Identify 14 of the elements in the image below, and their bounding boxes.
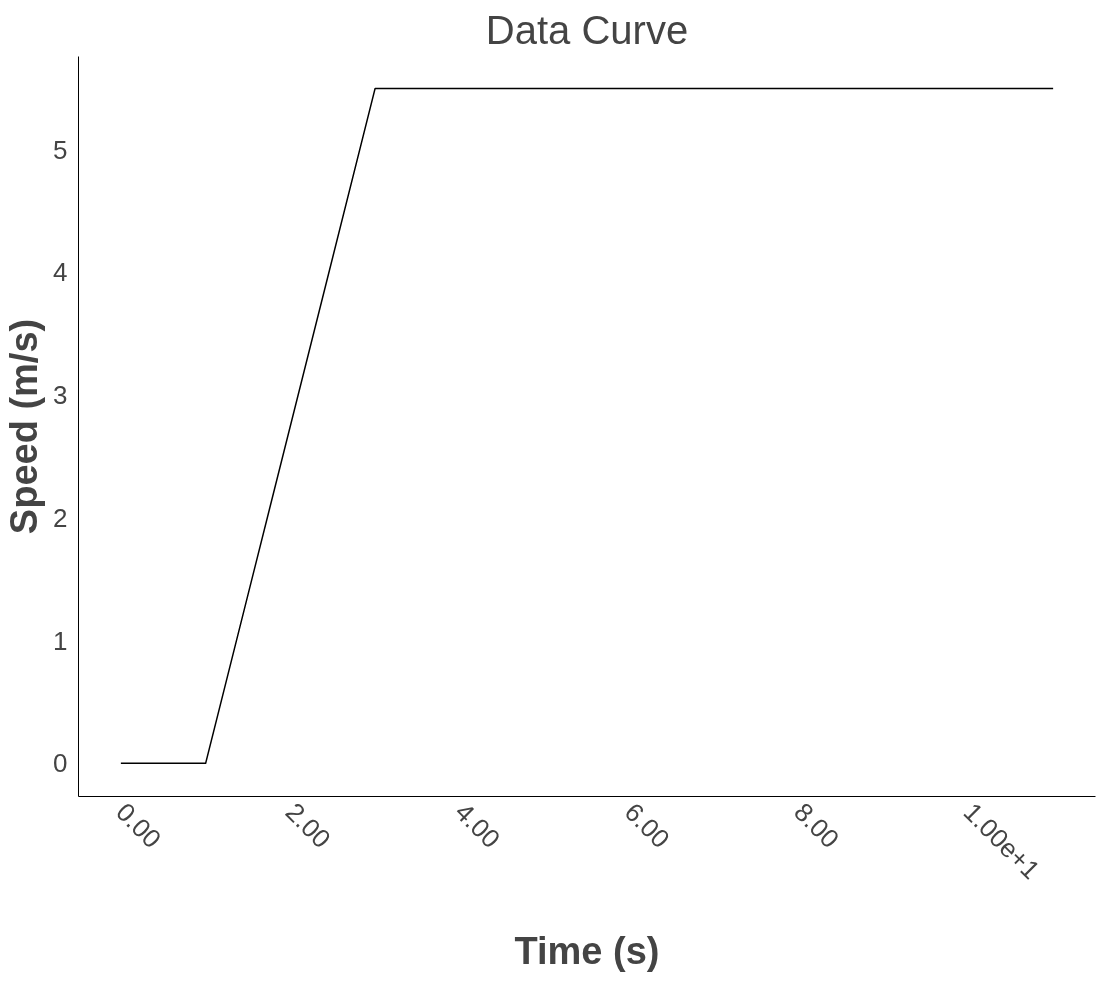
y-tick-label: 0 xyxy=(53,748,68,779)
x-axis-title: Time (s) xyxy=(514,930,660,973)
y-tick-label: 1 xyxy=(53,625,68,656)
chart-title: Data Curve xyxy=(485,7,689,52)
y-axis-title: Speed (m/s) xyxy=(3,318,46,535)
y-tick-label: 3 xyxy=(53,380,68,411)
x-tick-label: 2.00 xyxy=(279,796,337,854)
x-tick-label: 4.00 xyxy=(449,796,507,854)
y-tick-label: 5 xyxy=(53,134,68,165)
x-tick-label: 6.00 xyxy=(618,796,676,854)
x-tick-label: 8.00 xyxy=(788,796,846,854)
y-tick-label: 4 xyxy=(53,257,68,288)
x-tick-label: 0.00 xyxy=(110,796,168,854)
y-tick-label: 2 xyxy=(53,502,68,533)
